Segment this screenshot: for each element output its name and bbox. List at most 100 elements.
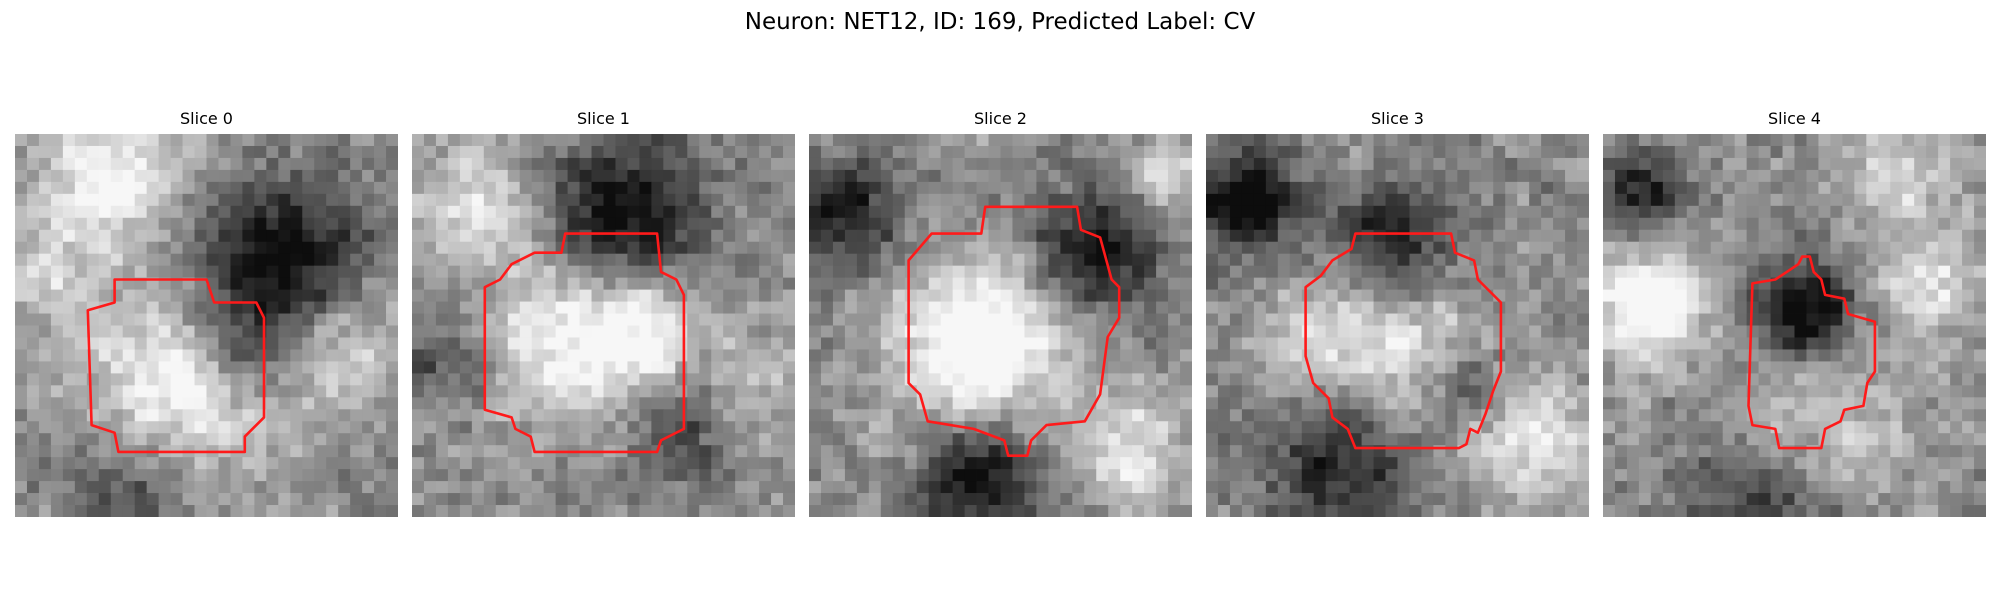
pixel xyxy=(543,277,557,290)
pixel xyxy=(38,481,52,494)
pixel xyxy=(1337,169,1351,183)
pixel xyxy=(302,134,315,147)
pixel xyxy=(1180,385,1192,398)
pixel xyxy=(519,265,533,279)
pixel xyxy=(1842,134,1855,147)
pixel xyxy=(531,157,545,171)
pixel xyxy=(423,469,437,482)
pixel xyxy=(1734,361,1748,374)
pixel xyxy=(711,157,724,171)
pixel xyxy=(98,373,112,386)
pixel xyxy=(1012,361,1025,374)
pixel xyxy=(1469,157,1482,171)
pixel xyxy=(1156,241,1169,255)
pixel xyxy=(735,385,748,398)
pixel xyxy=(964,277,977,290)
pixel xyxy=(459,409,473,422)
pixel xyxy=(603,325,616,338)
pixel xyxy=(1686,181,1700,195)
pixel xyxy=(928,169,942,183)
pixel xyxy=(809,481,822,494)
pixel xyxy=(928,313,942,326)
pixel xyxy=(182,169,195,183)
pixel xyxy=(1517,481,1530,494)
pixel xyxy=(278,505,291,517)
pixel xyxy=(1782,157,1795,171)
pixel xyxy=(62,265,76,279)
pixel xyxy=(1241,361,1255,374)
pixel xyxy=(1770,181,1783,195)
pixel xyxy=(1072,289,1085,302)
pixel xyxy=(1265,313,1279,326)
pixel xyxy=(1277,337,1291,350)
pixel xyxy=(86,157,100,171)
pixel xyxy=(1036,493,1049,506)
pixel xyxy=(1626,241,1640,255)
pixel xyxy=(1638,421,1652,434)
pixel xyxy=(1120,445,1133,458)
pixel xyxy=(1902,205,1915,219)
pixel xyxy=(182,157,195,171)
pixel xyxy=(1710,385,1724,398)
pixel xyxy=(194,349,207,362)
pixel xyxy=(1541,481,1554,494)
pixel xyxy=(1517,445,1530,458)
pixel xyxy=(892,205,906,219)
pixel xyxy=(880,325,894,338)
pixel xyxy=(771,457,784,470)
pixel xyxy=(278,457,291,470)
pixel xyxy=(988,193,1001,207)
pixel xyxy=(1180,229,1192,243)
pixel xyxy=(1084,349,1097,362)
pixel xyxy=(1036,481,1049,494)
pixel xyxy=(904,313,918,326)
pixel xyxy=(1433,493,1446,506)
pixel xyxy=(844,325,858,338)
pixel xyxy=(964,361,977,374)
pixel xyxy=(242,134,255,147)
pixel xyxy=(74,397,88,410)
pixel xyxy=(651,361,664,374)
pixel xyxy=(1012,373,1025,386)
pixel xyxy=(940,193,954,207)
pixel xyxy=(158,457,171,470)
pixel xyxy=(591,134,604,147)
pixel xyxy=(856,457,870,470)
pixel xyxy=(1926,193,1939,207)
pixel xyxy=(1180,397,1192,410)
pixel xyxy=(880,217,894,231)
pixel xyxy=(952,181,965,195)
pixel xyxy=(880,193,894,207)
pixel xyxy=(771,409,784,422)
pixel xyxy=(483,134,497,147)
pixel xyxy=(1565,217,1578,231)
pixel xyxy=(254,433,267,446)
pixel xyxy=(350,373,363,386)
pixel xyxy=(1493,217,1506,231)
pixel xyxy=(735,253,748,267)
pixel xyxy=(86,397,100,410)
pixel xyxy=(1794,265,1807,279)
pixel xyxy=(687,169,700,183)
pixel xyxy=(964,433,977,446)
pixel xyxy=(1349,421,1362,434)
pixel xyxy=(1325,289,1339,302)
pixel xyxy=(1686,457,1700,470)
pixel xyxy=(15,253,28,267)
pixel xyxy=(591,205,604,219)
pixel xyxy=(1553,385,1566,398)
pixel xyxy=(735,134,748,147)
pixel xyxy=(1325,229,1339,243)
pixel xyxy=(603,397,616,410)
pixel xyxy=(1433,397,1446,410)
pixel xyxy=(15,469,28,482)
pixel xyxy=(928,265,942,279)
pixel xyxy=(374,373,387,386)
pixel xyxy=(1060,253,1073,267)
pixel xyxy=(1421,469,1434,482)
pixel xyxy=(1830,229,1843,243)
pixel xyxy=(567,457,580,470)
pixel xyxy=(1349,253,1362,267)
pixel xyxy=(1517,181,1530,195)
pixel xyxy=(711,265,724,279)
